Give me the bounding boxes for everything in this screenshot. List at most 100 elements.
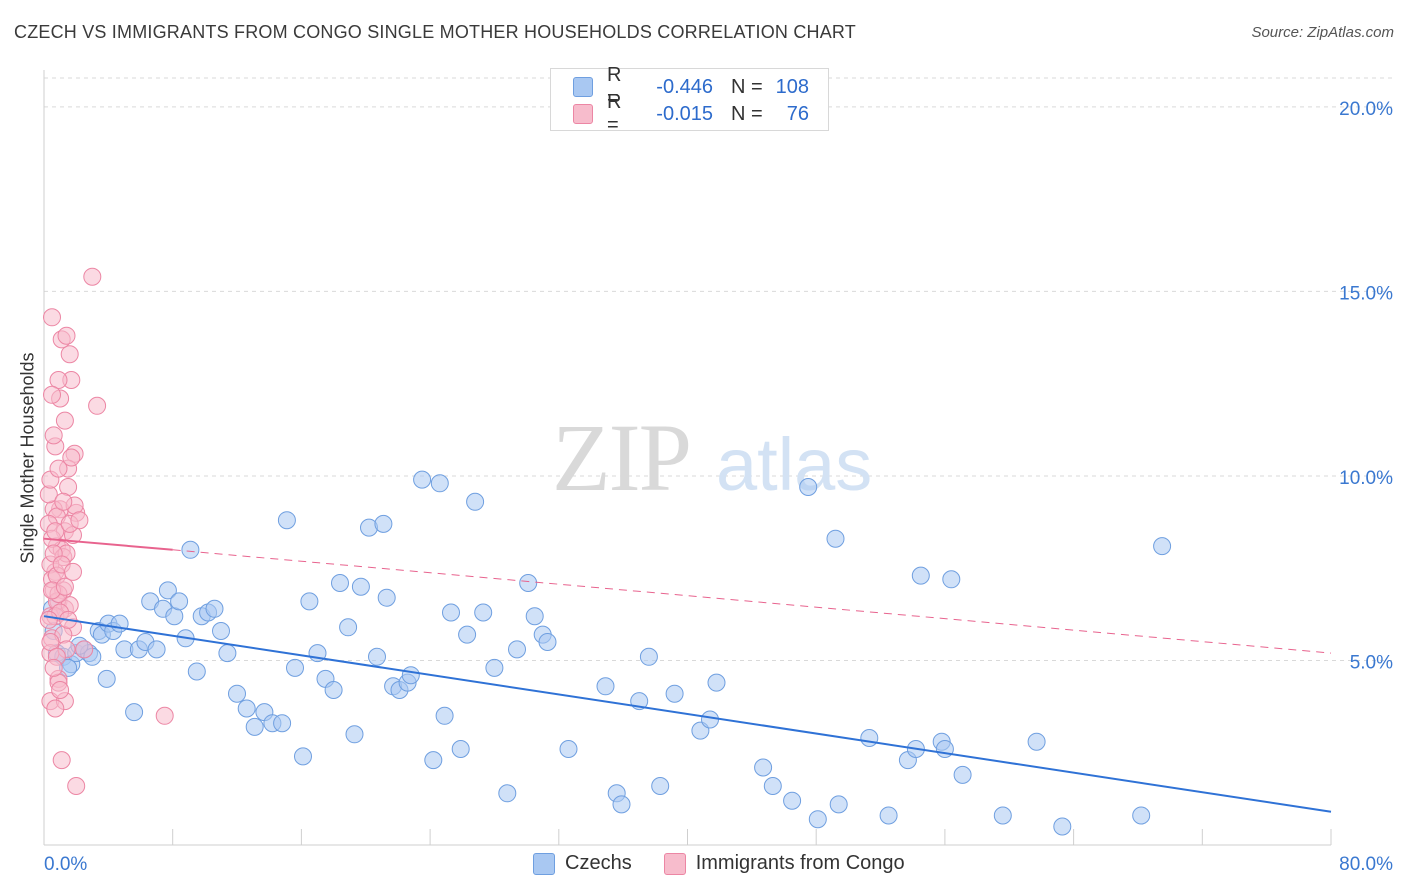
czechs-point <box>458 625 477 644</box>
stats-row-czechs: R = -0.446 N = 108 <box>573 64 809 109</box>
czechs-point <box>442 603 460 622</box>
czechs-point <box>413 470 432 489</box>
congo-point <box>64 562 82 581</box>
czechs-point <box>430 474 449 493</box>
czechs-point <box>612 795 631 814</box>
czechs-point <box>205 599 224 618</box>
czechs-point <box>377 588 396 607</box>
congo-swatch <box>573 104 593 124</box>
congo-legend-swatch <box>663 852 686 875</box>
czechs-point <box>826 529 845 548</box>
czechs-point <box>228 684 246 703</box>
legend-label-congo: Immigrants from Congo <box>695 852 905 874</box>
congo-trend-line <box>172 549 1332 654</box>
czechs-point <box>331 574 349 592</box>
czechs-point <box>125 703 144 722</box>
czechs-point <box>860 729 879 747</box>
legend-item-czechs[interactable]: Czechs <box>533 852 632 875</box>
czechs-point <box>147 640 166 659</box>
czechs-point <box>942 570 961 589</box>
y-tick-label: 10.0% <box>1339 468 1393 489</box>
czechs-point <box>525 607 544 626</box>
czechs-point <box>651 777 670 795</box>
legend-item-congo[interactable]: Immigrants from Congo <box>663 852 905 875</box>
series-legend: Czechs Immigrants from Congo <box>533 852 937 875</box>
grid-lines <box>44 77 1393 661</box>
trend-lines <box>43 537 1332 813</box>
czechs-point <box>1153 537 1172 556</box>
congo-point <box>70 511 89 530</box>
czechs-point <box>754 758 773 777</box>
congo-point <box>43 385 61 404</box>
czechs-point <box>158 581 177 600</box>
czechs-point <box>451 740 470 758</box>
czechs-point <box>245 717 264 736</box>
congo-point <box>55 577 74 596</box>
czechs-point <box>294 747 312 766</box>
y-tick-label: 15.0% <box>1339 283 1393 304</box>
congo-point <box>49 459 68 478</box>
czechs-point <box>324 681 343 699</box>
congo-point <box>51 681 70 699</box>
czechs-trend-line <box>43 615 1332 813</box>
czechs-point <box>639 647 658 666</box>
czechs-point <box>97 669 116 688</box>
czechs-point <box>519 574 538 592</box>
n-label: N = <box>731 75 763 98</box>
czechs-points <box>43 470 1172 836</box>
n-value: 108 <box>775 75 809 98</box>
congo-point <box>43 308 61 327</box>
czechs-point <box>181 540 200 559</box>
czechs-point <box>485 658 504 677</box>
czechs-point <box>345 725 364 744</box>
czechs-swatch <box>573 77 593 97</box>
czechs-point <box>374 514 393 533</box>
czechs-point <box>953 765 972 784</box>
czechs-point <box>466 492 485 511</box>
congo-point <box>44 426 63 445</box>
czechs-point <box>277 511 296 530</box>
czechs-point <box>212 622 230 640</box>
congo-points <box>39 267 174 795</box>
czechs-point <box>763 777 782 795</box>
r-label: R = <box>607 64 622 109</box>
axes <box>43 70 1332 846</box>
czechs-point <box>401 666 420 685</box>
czechs-point <box>170 592 189 611</box>
czechs-point <box>498 784 517 803</box>
czechs-point <box>1053 817 1072 836</box>
congo-point <box>60 345 79 364</box>
congo-trend-line <box>43 537 173 551</box>
czechs-point <box>474 603 493 622</box>
czechs-point <box>1027 732 1046 751</box>
czechs-point <box>339 618 358 637</box>
czechs-point <box>829 795 848 814</box>
czechs-point <box>435 706 454 725</box>
congo-point <box>57 326 76 345</box>
legend-label-czechs: Czechs <box>565 852 632 874</box>
y-tick-label: 5.0% <box>1350 652 1393 673</box>
czechs-point <box>187 662 206 681</box>
congo-point <box>55 411 74 430</box>
czechs-point <box>559 740 578 758</box>
czechs-point <box>286 658 304 677</box>
czechs-legend-swatch <box>533 852 555 875</box>
czechs-point <box>808 810 827 829</box>
czechs-point <box>1132 806 1151 825</box>
congo-point <box>39 610 58 629</box>
czechs-point <box>351 577 370 596</box>
czechs-point <box>368 647 386 666</box>
y-axis-label: Single Mother Households <box>17 352 38 564</box>
watermark-atlas: atlas <box>716 423 872 506</box>
congo-point <box>49 371 68 389</box>
congo-point <box>52 751 71 770</box>
congo-point <box>41 633 60 651</box>
x-tick-label: 0.0% <box>44 854 87 875</box>
czechs-point <box>783 791 802 810</box>
czechs-point <box>701 710 719 729</box>
chart-title: CZECH VS IMMIGRANTS FROM CONGO SINGLE MO… <box>14 22 857 42</box>
congo-point <box>75 640 94 659</box>
stats-row-congo: R = -0.015 N = 76 <box>573 91 809 136</box>
n-label: N = <box>731 102 763 125</box>
congo-point <box>67 777 86 795</box>
